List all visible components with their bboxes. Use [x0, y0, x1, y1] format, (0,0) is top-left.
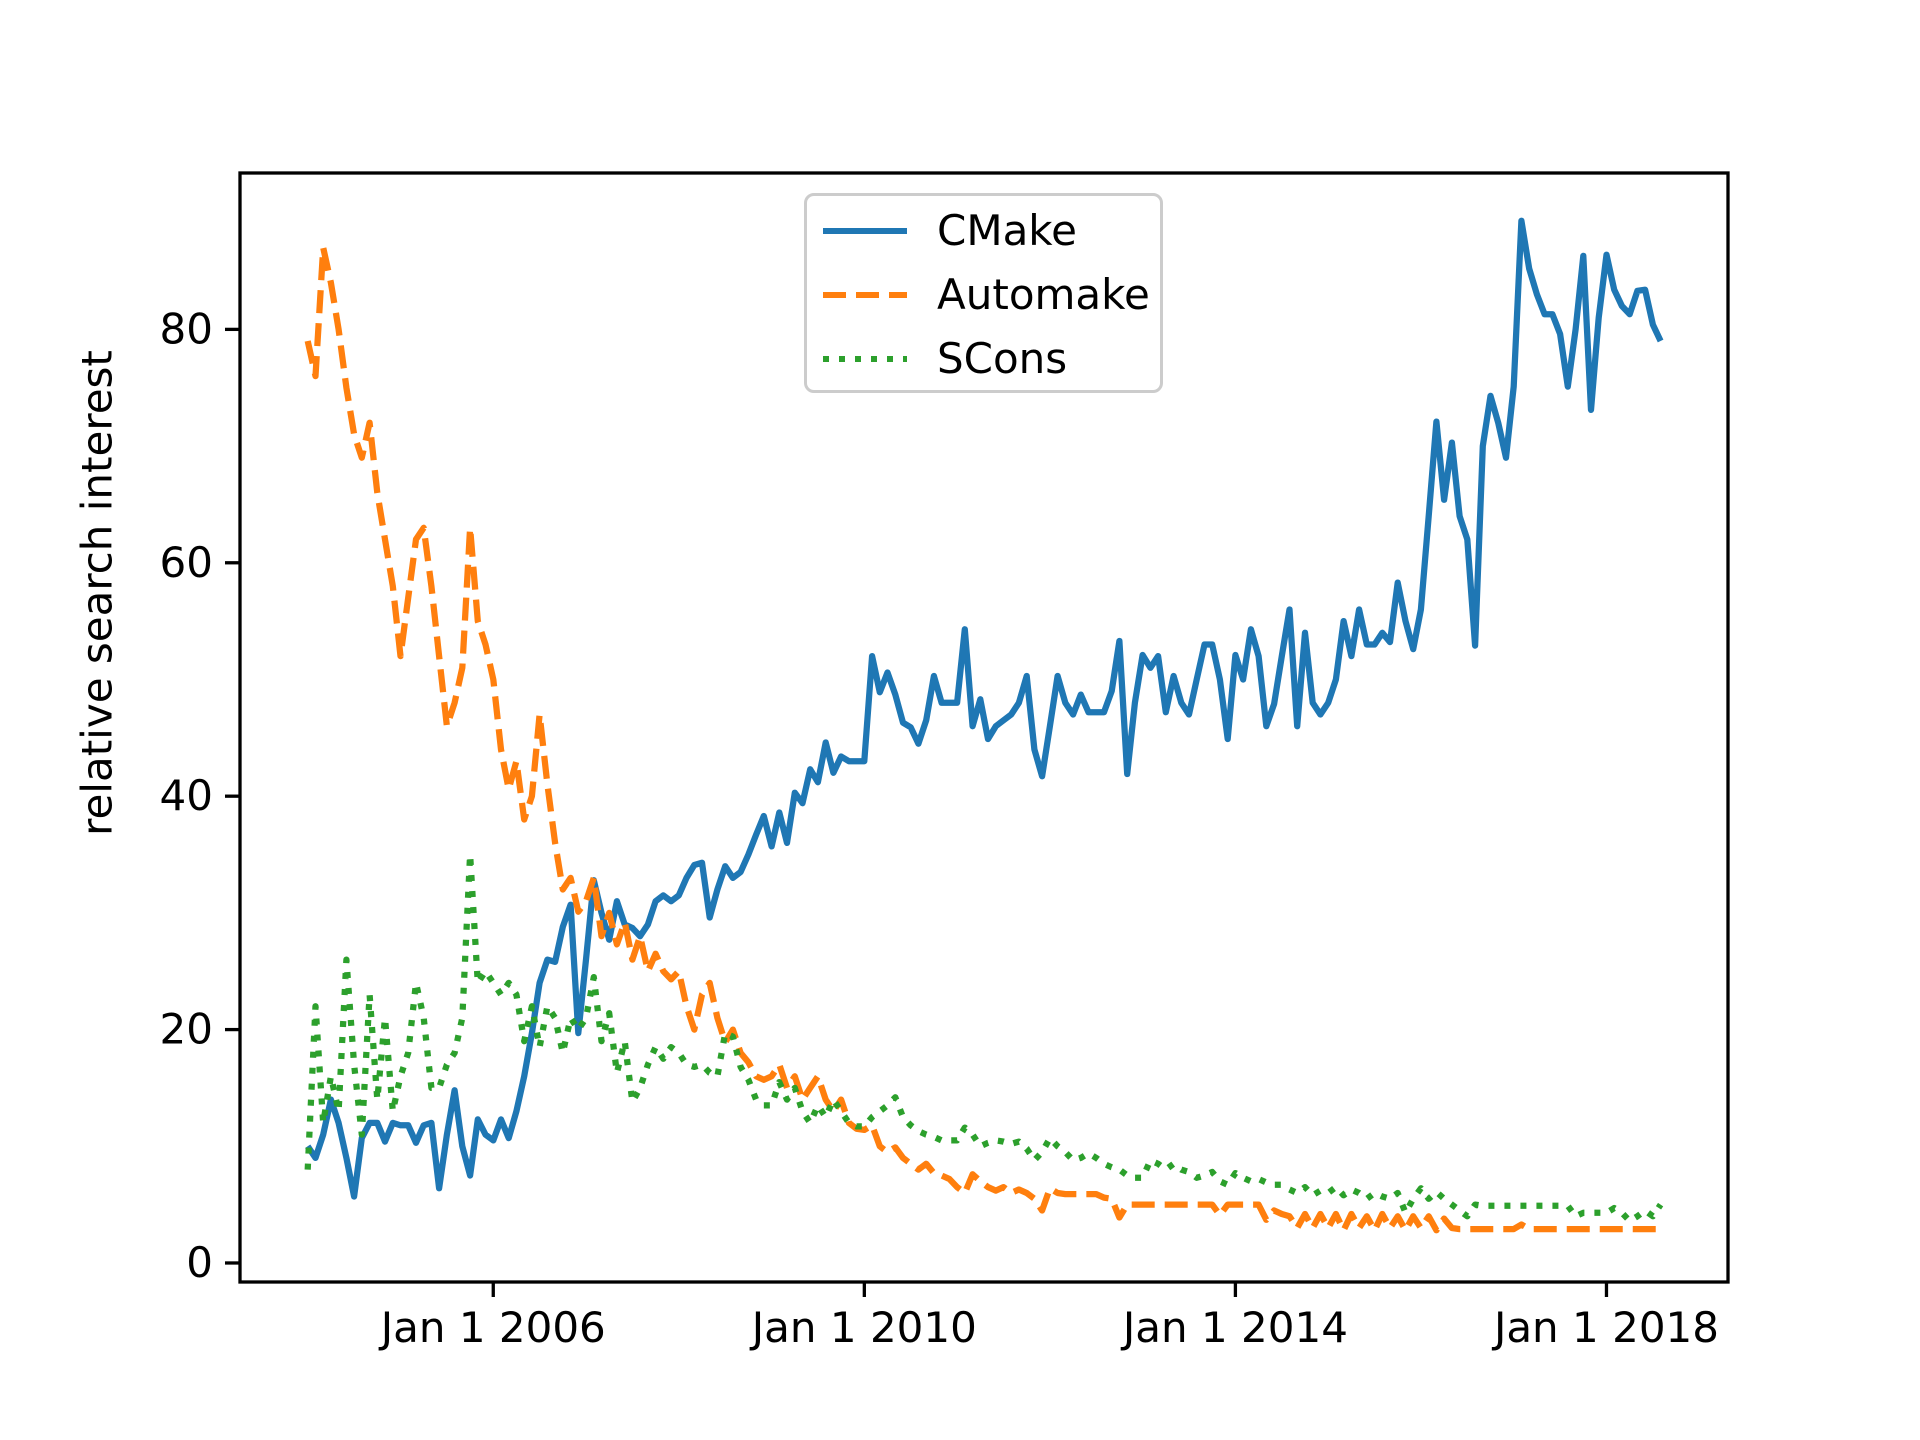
- y-tick-label: 20: [160, 1005, 213, 1054]
- legend: CMake Automake SCons: [804, 193, 1163, 393]
- cmake-line-sample-icon: [823, 228, 907, 234]
- legend-label-scons: SCons: [937, 334, 1068, 383]
- x-tick-label: Jan 1 2010: [749, 1303, 977, 1352]
- legend-label-automake: Automake: [937, 270, 1150, 319]
- x-tick-label: Jan 1 2018: [1491, 1303, 1719, 1352]
- legend-item-cmake: CMake: [807, 199, 1160, 263]
- series-line-scons: [304, 851, 1664, 1225]
- series-line-automake: [304, 244, 1661, 1234]
- y-tick-label: 60: [160, 538, 213, 587]
- y-tick-label: 80: [160, 304, 213, 353]
- legend-item-automake: Automake: [807, 263, 1160, 327]
- legend-label-cmake: CMake: [937, 206, 1077, 255]
- automake-line-sample-icon: [823, 292, 907, 298]
- plot-border: [238, 171, 1730, 1284]
- y-axis-label: relative search interest: [72, 350, 122, 836]
- series-line-cmake: [305, 217, 1664, 1200]
- legend-item-scons: SCons: [807, 327, 1160, 391]
- x-tick-label: Jan 1 2014: [1120, 1303, 1348, 1352]
- x-tick-label: Jan 1 2006: [378, 1303, 606, 1352]
- y-tick-label: 40: [160, 771, 213, 820]
- scons-line-sample-icon: [823, 356, 907, 362]
- y-tick-label: 0: [186, 1238, 213, 1287]
